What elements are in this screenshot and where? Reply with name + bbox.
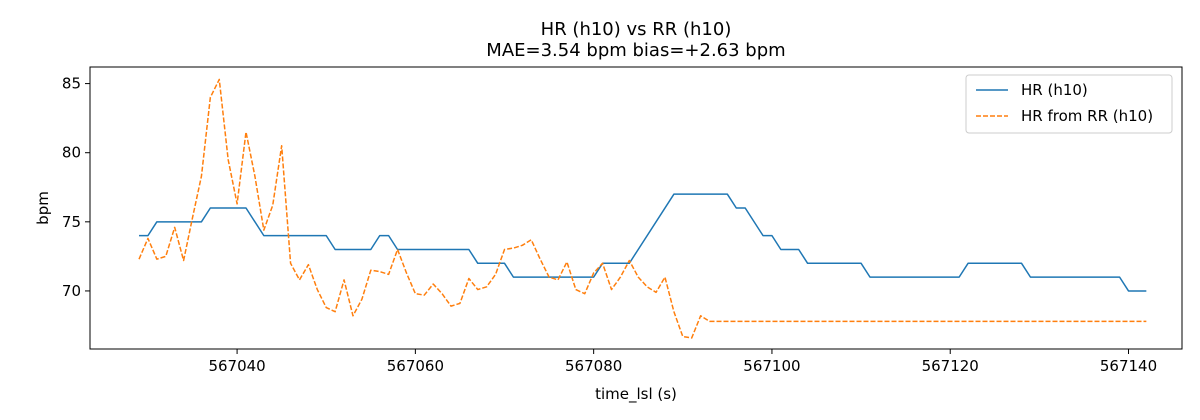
legend: HR (h10) HR from RR (h10) [965,74,1173,134]
y-axis: 70 75 80 85 [62,75,90,300]
legend-box [965,74,1173,134]
legend-label-hr-from-rr: HR from RR (h10) [1021,107,1153,125]
series-line-hr-from-rr [138,78,1147,339]
x-axis-label: time_lsl (s) [595,385,677,404]
series-line-hr [139,193,1147,292]
x-tick-label: 567060 [387,357,444,375]
legend-label-hr: HR (h10) [1021,81,1088,99]
y-tick-label: 70 [62,282,81,300]
x-tick-label: 567120 [922,357,979,375]
chart-subtitle: MAE=3.54 bpm bias=+2.63 bpm [486,40,785,61]
plot-frame [89,66,1183,350]
chart-title: HR (h10) vs RR (h10) [541,19,732,40]
x-axis: 567040 567060 567080 567100 567120 567140 [208,349,1157,375]
x-tick-label: 567040 [208,357,265,375]
plot-lines [138,78,1147,339]
x-tick-label: 567100 [743,357,800,375]
y-axis-label: bpm [34,191,52,225]
x-tick-label: 567080 [565,357,622,375]
y-tick-label: 85 [62,75,81,93]
y-tick-label: 75 [62,213,81,231]
y-tick-label: 80 [62,144,81,162]
x-tick-label: 567140 [1100,357,1157,375]
